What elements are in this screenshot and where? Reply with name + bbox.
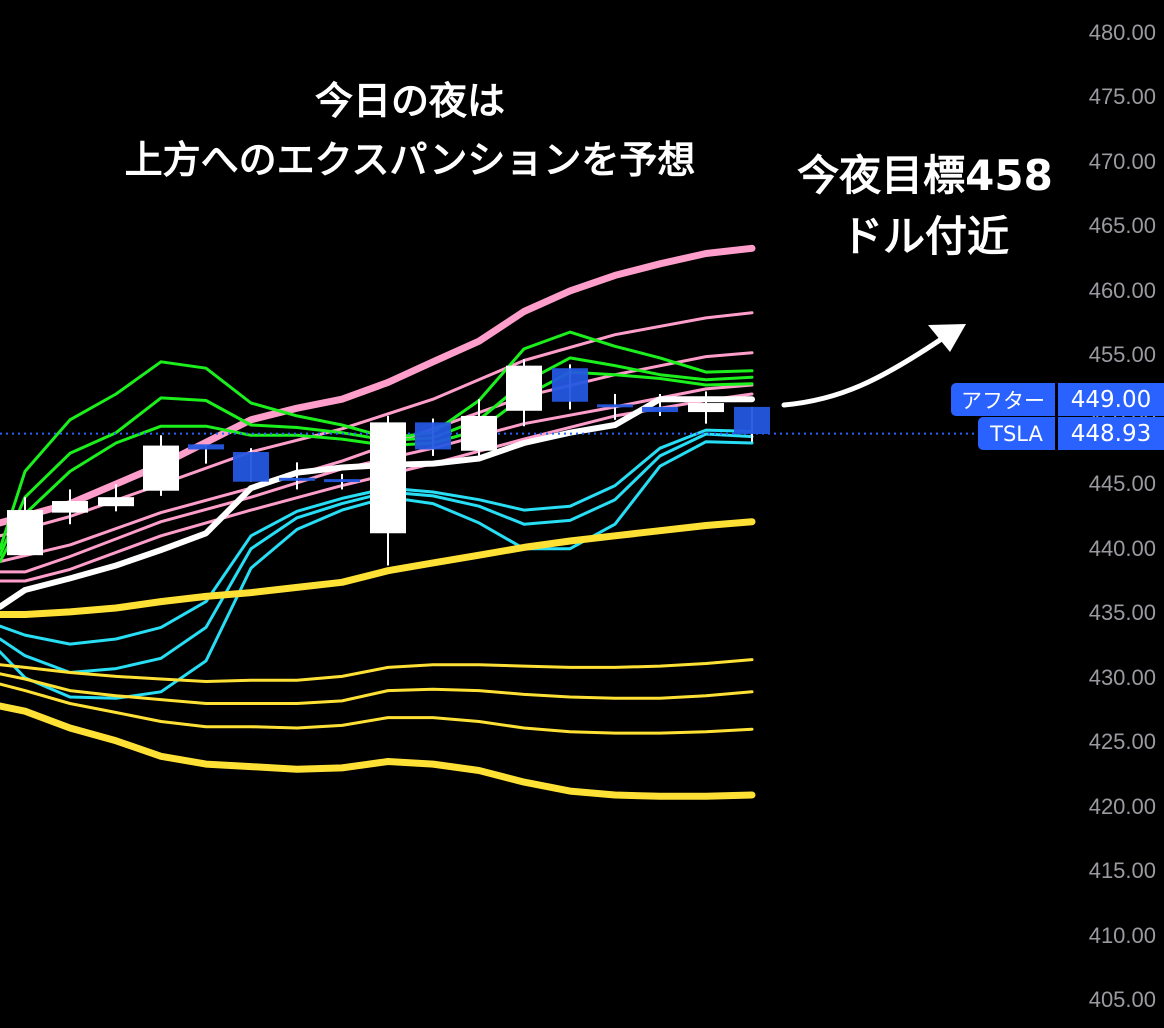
series-cyan-1 <box>0 428 754 646</box>
candle-body-bull <box>52 501 88 513</box>
candle-body-bear <box>233 452 269 482</box>
candle <box>552 364 588 410</box>
candle-body-bull <box>98 497 134 507</box>
axis-tick-label: 425.00 <box>1088 729 1156 755</box>
after-hours-price: 449.00 <box>1070 386 1152 413</box>
series-cyan-2 <box>0 432 754 674</box>
candle <box>143 435 179 496</box>
series-green-1 <box>0 330 754 551</box>
symbol-label-tag: TSLA <box>978 417 1055 450</box>
candle <box>506 359 542 427</box>
candle-body-bear <box>415 422 451 450</box>
axis-tick-label: 430.00 <box>1088 664 1156 690</box>
series-yellow-1 <box>0 658 754 683</box>
candle-body-bear <box>642 406 678 413</box>
target-arrow-icon <box>781 324 966 408</box>
candle-body-bull <box>7 510 43 556</box>
axis-tick-label: 475.00 <box>1088 84 1156 110</box>
candle <box>370 415 406 566</box>
candle <box>324 473 360 490</box>
after-hours-price-tag: 449.00 <box>1058 383 1164 416</box>
axis-tick-label: 405.00 <box>1088 987 1156 1012</box>
symbol-label: TSLA <box>990 421 1043 446</box>
series-yellow-thick <box>0 518 756 618</box>
axis-tick-label: 445.00 <box>1088 471 1156 497</box>
series-pink-thick <box>0 244 756 527</box>
axis-tick-label: 480.00 <box>1088 20 1156 45</box>
headline: 今日の夜は 上方へのエクスパンションを予想 <box>60 72 760 190</box>
series-green-3 <box>0 370 754 564</box>
series-white-ma <box>0 396 755 610</box>
target-note: 今夜目標458 ドル付近 <box>780 146 1070 268</box>
indicator-lines <box>0 244 756 800</box>
candle-body-bull <box>461 415 497 451</box>
candle-body-bear <box>188 444 224 450</box>
axis-tick-label: 455.00 <box>1088 342 1156 368</box>
candle-body-bear <box>552 368 588 402</box>
candle <box>597 394 633 420</box>
after-hours-label-tag: アフター <box>951 383 1055 416</box>
headline-line-1: 今日の夜は <box>314 79 505 123</box>
axis-tick-label: 435.00 <box>1088 600 1156 626</box>
series-yellow-3 <box>0 682 754 735</box>
candle <box>233 448 269 482</box>
candle-body-bull <box>688 403 724 413</box>
candle <box>279 462 315 490</box>
series-yellow-thick-2 <box>0 702 756 800</box>
candle <box>461 399 497 462</box>
axis-tick-label: 460.00 <box>1088 277 1156 303</box>
axis-tick-label: 465.00 <box>1088 213 1156 239</box>
symbol-price-tag: 448.93 <box>1058 417 1164 450</box>
target-note-line-1: 今夜目標458 <box>797 151 1053 200</box>
candle <box>734 406 770 442</box>
candle <box>688 391 724 424</box>
axis-tick-label: 410.00 <box>1088 922 1156 948</box>
target-note-line-2: ドル付近 <box>840 211 1009 261</box>
candle-body-bull <box>143 445 179 491</box>
axis-tick-label: 470.00 <box>1088 148 1156 174</box>
candle <box>415 418 451 456</box>
after-hours-label: アフター <box>961 388 1045 413</box>
candle-body-bear <box>734 406 770 434</box>
candle-body-bear <box>279 477 315 481</box>
candle <box>188 444 224 464</box>
axis-tick-label: 420.00 <box>1088 793 1156 819</box>
candle <box>7 497 43 556</box>
symbol-price: 448.93 <box>1070 420 1152 447</box>
axis-tick-label: 415.00 <box>1088 858 1156 884</box>
candle-body-bull <box>370 422 406 534</box>
candle <box>52 489 88 525</box>
candle <box>98 484 134 512</box>
series-cyan-3 <box>0 440 754 700</box>
candle-body-bull <box>506 365 542 411</box>
candle-body-bear <box>597 404 633 408</box>
series-green-2 <box>0 356 754 557</box>
candle <box>642 394 678 416</box>
candlesticks <box>7 359 770 566</box>
series-yellow-2 <box>0 672 754 705</box>
headline-line-2: 上方へのエクスパンションを予想 <box>124 137 696 182</box>
axis-tick-label: 440.00 <box>1088 535 1156 561</box>
candle-body-bear <box>324 479 360 483</box>
